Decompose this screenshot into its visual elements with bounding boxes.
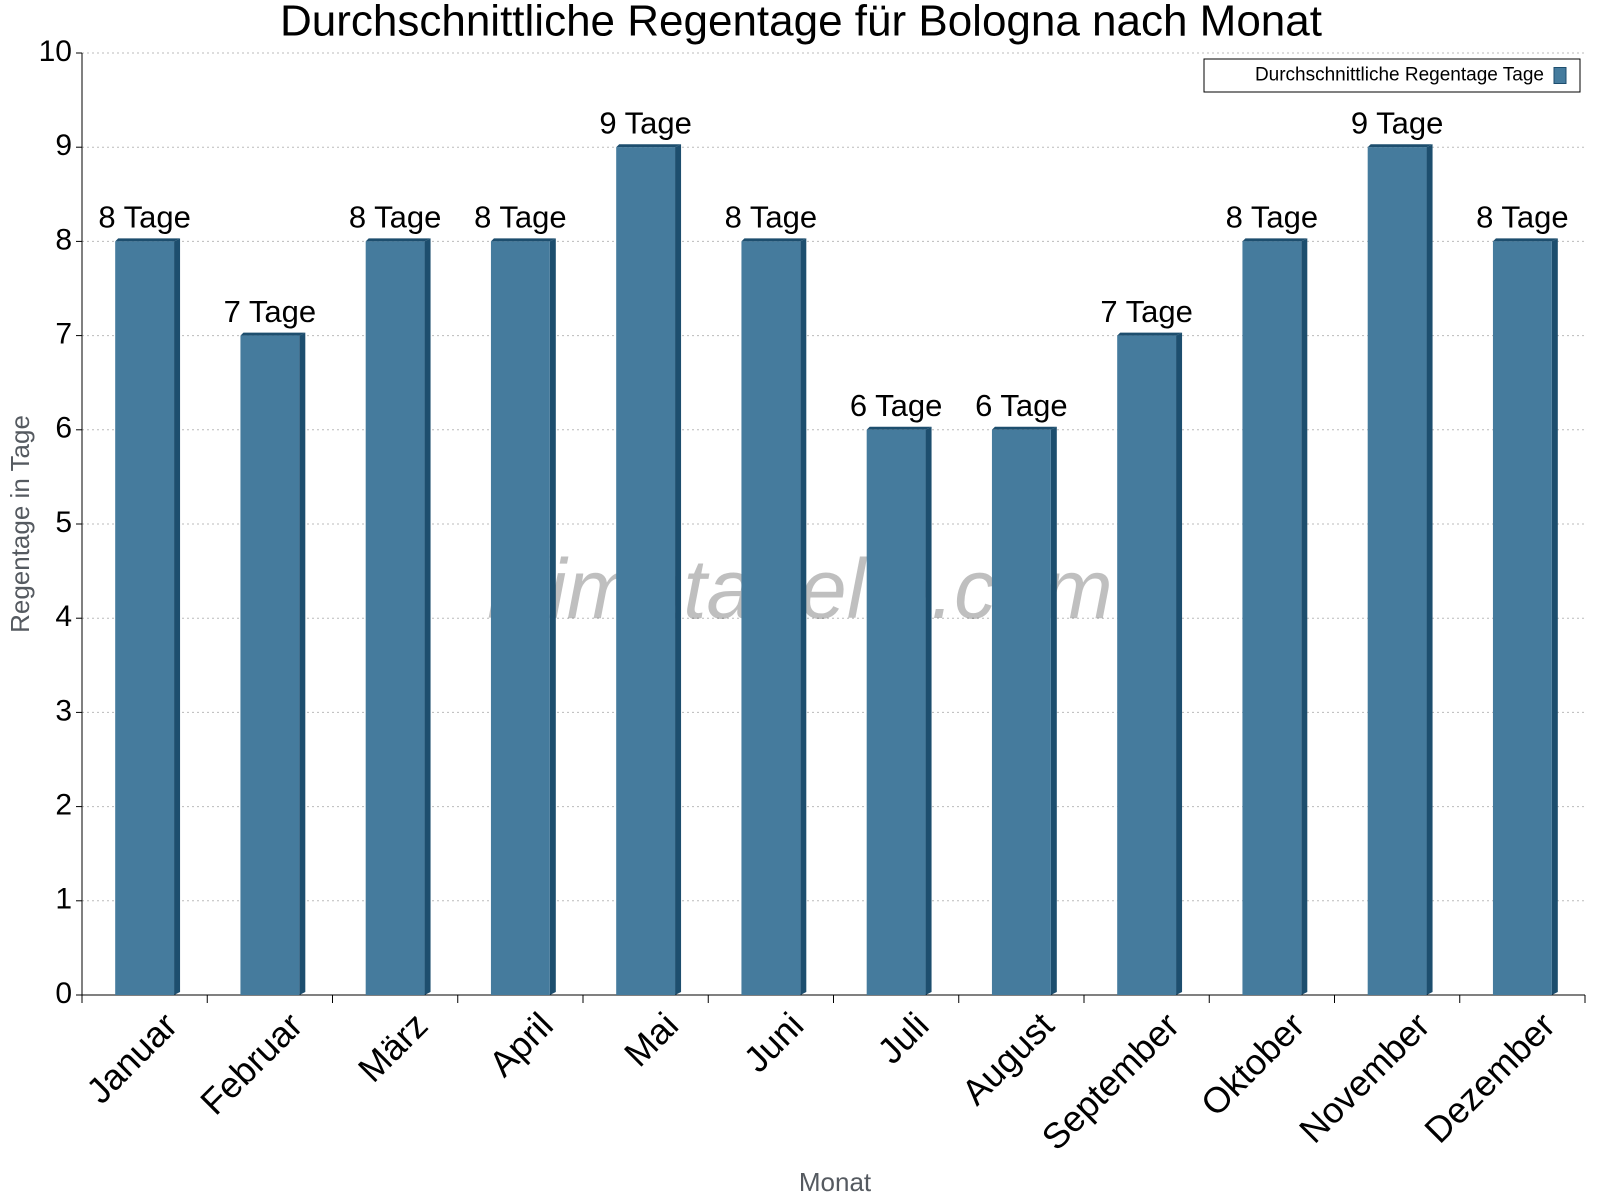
bar-top: [866, 426, 932, 430]
bar-top: [115, 238, 181, 242]
data-label: 8 Tage: [98, 200, 191, 235]
data-label: 6 Tage: [850, 388, 943, 423]
x-tick-label: Oktober: [1193, 1004, 1313, 1124]
y-tick-label: 3: [55, 694, 72, 727]
bar-side: [174, 238, 181, 995]
data-label: 8 Tage: [725, 200, 818, 235]
y-tick-label: 7: [55, 318, 72, 351]
bar-top: [490, 238, 556, 242]
x-tick-label: November: [1291, 1004, 1437, 1150]
legend-swatch: [1553, 67, 1567, 84]
legend-box: [1203, 58, 1581, 93]
bar-side: [549, 238, 556, 995]
data-label: 7 Tage: [224, 294, 317, 329]
bar: [490, 241, 550, 995]
bar-side: [800, 238, 807, 995]
bar-group: [1242, 238, 1308, 995]
data-label: 9 Tage: [1351, 105, 1444, 140]
bar-group: [490, 238, 556, 995]
bar-group: [991, 426, 1057, 995]
data-label: 7 Tage: [1100, 294, 1193, 329]
bar: [741, 241, 801, 995]
bar-top: [1242, 238, 1308, 242]
bar-top: [365, 238, 431, 242]
bar-group: [616, 144, 682, 995]
bar-top: [240, 332, 306, 336]
y-axis-label: Regentage in Tage: [5, 415, 35, 633]
x-tick-label: Juni: [736, 1004, 812, 1080]
y-tick-label: 5: [55, 506, 72, 539]
bar: [1117, 335, 1177, 996]
bar: [866, 429, 926, 995]
y-tick-label: 9: [55, 129, 72, 162]
bar-top: [1117, 332, 1183, 336]
bar-group: [365, 238, 431, 995]
x-tick-label: Juli: [869, 1004, 936, 1071]
data-label: 9 Tage: [599, 105, 692, 140]
bar: [616, 147, 676, 995]
bar-top: [991, 426, 1057, 430]
x-tick-label: Mai: [616, 1004, 686, 1074]
bar-top: [1492, 238, 1558, 242]
x-tick-label: Januar: [78, 1004, 185, 1111]
x-tick-label: Februar: [192, 1004, 310, 1122]
bar: [1367, 147, 1427, 995]
x-tick-label: September: [1033, 1004, 1187, 1158]
bar: [115, 241, 175, 995]
bar-side: [675, 144, 682, 995]
x-tick-label: Dezember: [1416, 1004, 1562, 1150]
bar-side: [1426, 144, 1433, 995]
data-label: 8 Tage: [474, 200, 567, 235]
y-tick-label: 10: [39, 35, 72, 68]
bar-side: [1301, 238, 1308, 995]
x-axis-label: Monat: [799, 1167, 872, 1197]
x-tick-label: April: [481, 1004, 561, 1084]
bar-group: [866, 426, 932, 995]
y-tick-label: 0: [55, 977, 72, 1010]
data-label: 8 Tage: [1476, 200, 1569, 235]
bar-group: [1492, 238, 1558, 995]
bar: [365, 241, 425, 995]
bar-group: [115, 238, 181, 995]
x-tick-label: August: [954, 1004, 1062, 1112]
bar-side: [1551, 238, 1558, 995]
bar-top: [616, 144, 682, 148]
data-label: 8 Tage: [1226, 200, 1319, 235]
bar: [991, 429, 1051, 995]
bar-side: [1050, 426, 1057, 995]
bar-side: [1176, 332, 1183, 996]
bar: [240, 335, 300, 996]
bar-top: [1367, 144, 1433, 148]
bar-group: [240, 332, 306, 996]
bar-top: [741, 238, 807, 242]
legend-label: Durchschnittliche Regentage Tage: [1255, 65, 1544, 86]
data-label: 6 Tage: [975, 388, 1068, 423]
y-tick-label: 1: [55, 883, 72, 916]
y-tick-label: 4: [55, 600, 72, 633]
y-tick-label: 6: [55, 412, 72, 445]
bar-side: [424, 238, 431, 995]
chart-title: Durchschnittliche Regentage für Bologna …: [280, 0, 1322, 46]
bar-group: [741, 238, 807, 995]
x-tick-label: März: [350, 1004, 436, 1090]
y-tick-label: 2: [55, 789, 72, 822]
bar-group: [1367, 144, 1433, 995]
bar-group: [1117, 332, 1183, 996]
bar-side: [299, 332, 306, 996]
bar: [1492, 241, 1552, 995]
bar-side: [925, 426, 932, 995]
bar: [1242, 241, 1302, 995]
data-label: 8 Tage: [349, 200, 442, 235]
y-tick-label: 8: [55, 223, 72, 256]
